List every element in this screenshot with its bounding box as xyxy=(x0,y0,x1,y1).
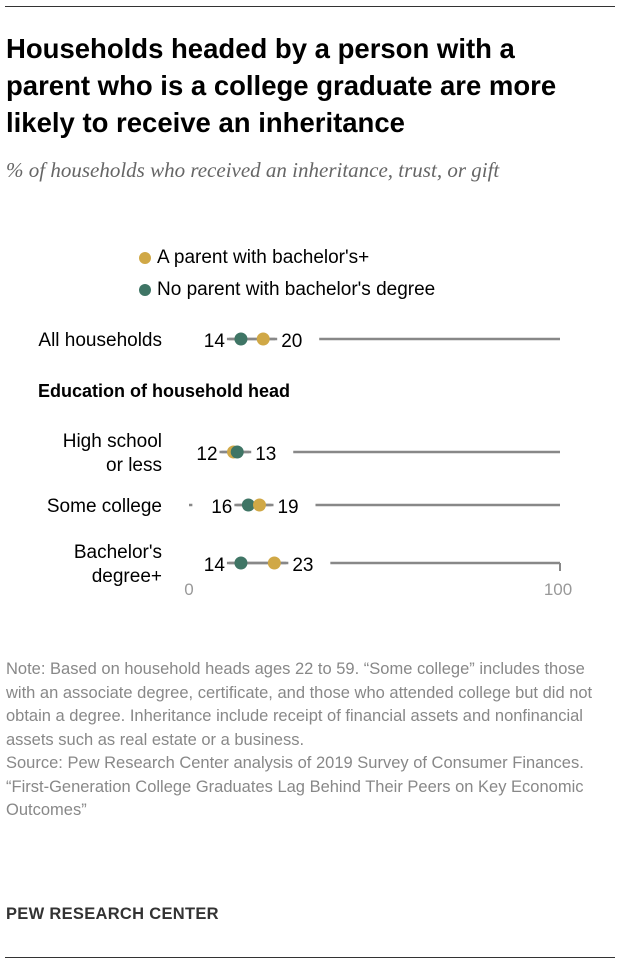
x-tick-label: 100 xyxy=(544,580,572,599)
value-label-high: 23 xyxy=(292,555,313,576)
label-gap xyxy=(192,493,235,517)
bottom-rule xyxy=(5,957,615,958)
label-gap xyxy=(184,327,227,351)
brand: PEW RESEARCH CENTER xyxy=(6,905,219,923)
legend-label: A parent with bachelor's+ xyxy=(157,247,370,268)
category-label: All households xyxy=(38,330,162,351)
dot-no-bachelors xyxy=(241,498,255,512)
top-rule xyxy=(5,6,615,7)
category-label: Some college xyxy=(47,496,162,517)
source-text: Source: Pew Research Center analysis of … xyxy=(6,754,584,772)
section-label: Education of household head xyxy=(38,381,290,401)
chart-title: Households headed by a person with a par… xyxy=(6,33,557,138)
category-label: degree+ xyxy=(92,566,162,587)
value-label-high: 19 xyxy=(277,497,298,518)
category-label: High school xyxy=(63,431,162,452)
category-label: or less xyxy=(106,455,162,476)
label-gap xyxy=(251,440,294,464)
dot-bachelors xyxy=(252,498,266,512)
chart-subtitle: % of households who received an inherita… xyxy=(6,158,500,182)
value-label-high: 13 xyxy=(255,444,276,465)
category-label: Bachelor's xyxy=(74,542,162,563)
dot-no-bachelors xyxy=(230,445,244,459)
dot-no-bachelors xyxy=(234,556,248,570)
x-tick-label: 0 xyxy=(184,580,193,599)
legend-label: No parent with bachelor's degree xyxy=(157,279,436,300)
dot-plot: Education of household head All household… xyxy=(38,327,573,599)
value-label-low: 16 xyxy=(211,497,232,518)
legend-item-bachelors: A parent with bachelor's+ xyxy=(139,247,369,269)
dot-no-bachelors xyxy=(234,332,248,346)
label-gap xyxy=(184,551,227,575)
dot-bachelors xyxy=(267,556,281,570)
value-label-high: 20 xyxy=(281,331,302,352)
label-gap xyxy=(277,327,320,351)
notes: Note: Based on household heads ages 22 t… xyxy=(6,658,606,823)
legend-item-no-bachelors: No parent with bachelor's degree xyxy=(139,279,435,301)
value-label-low: 14 xyxy=(204,555,226,576)
legend-dot-green xyxy=(139,284,151,296)
label-gap xyxy=(288,551,331,575)
note-text: Note: Based on household heads ages 22 t… xyxy=(6,660,593,749)
label-gap xyxy=(177,440,220,464)
dot-bachelors xyxy=(256,332,270,346)
legend-dot-gold xyxy=(139,252,151,264)
value-label-low: 14 xyxy=(204,331,226,352)
value-label-low: 12 xyxy=(196,444,217,465)
report-title: “First-Generation College Graduates Lag … xyxy=(6,777,584,820)
label-gap xyxy=(273,493,316,517)
